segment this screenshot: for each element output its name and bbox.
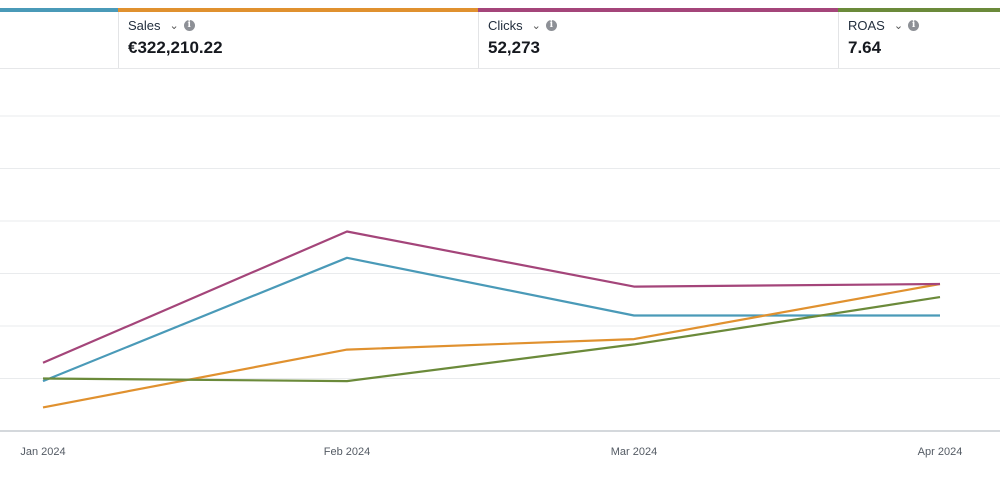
clicks-label: Clicks: [488, 18, 523, 33]
x-tick-label: Feb 2024: [324, 446, 370, 458]
sales-header: Sales ⌄ i: [128, 18, 195, 33]
series-line-0[interactable]: [42, 256, 940, 383]
metric-tile-roas[interactable]: ROAS ⌄ i 7.64: [838, 0, 1000, 68]
metrics-bar: Sales ⌄ i €322,210.22 Clicks ⌄ i 52,273 …: [0, 0, 1000, 69]
series-line-3[interactable]: [42, 296, 941, 383]
divider: [838, 12, 839, 68]
divider: [478, 12, 479, 68]
series-line-1[interactable]: [42, 282, 941, 409]
clicks-header: Clicks ⌄ i: [488, 18, 557, 33]
chevron-down-icon[interactable]: ⌄: [531, 20, 541, 32]
x-tick-label: Mar 2024: [611, 446, 657, 458]
info-icon[interactable]: i: [183, 20, 195, 31]
metric-tile-sales[interactable]: Sales ⌄ i €322,210.22: [118, 0, 478, 68]
sales-accent-bar: [118, 8, 478, 12]
metric-tile-clicks[interactable]: Clicks ⌄ i 52,273: [478, 0, 838, 68]
x-tick-label: Apr 2024: [918, 446, 963, 458]
sales-label: Sales: [128, 18, 161, 33]
info-icon[interactable]: i: [908, 20, 920, 31]
clicks-value: 52,273: [488, 38, 540, 57]
roas-header: ROAS ⌄ i: [848, 18, 920, 33]
blue-accent-bar: [0, 8, 118, 12]
series-line-2[interactable]: [42, 230, 941, 364]
sales-value: €322,210.22: [128, 38, 223, 57]
series-lines: [42, 230, 941, 409]
info-icon[interactable]: i: [545, 20, 557, 31]
clicks-accent-bar: [478, 8, 838, 12]
grid-lines: [0, 115, 1000, 379]
chevron-down-icon[interactable]: ⌄: [893, 20, 904, 32]
x-tick-label: Jan 2024: [20, 446, 65, 458]
x-tick-labels: Jan 2024 Feb 2024 Mar 2024 Apr 2024: [20, 446, 962, 458]
chevron-down-icon[interactable]: ⌄: [169, 20, 179, 32]
roas-label: ROAS: [848, 18, 885, 33]
divider: [118, 12, 119, 68]
roas-accent-bar: [838, 8, 1000, 12]
roas-value: 7.64: [848, 38, 882, 57]
metric-tile-blue[interactable]: [0, 0, 118, 68]
